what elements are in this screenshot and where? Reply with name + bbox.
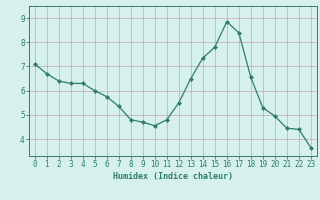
X-axis label: Humidex (Indice chaleur): Humidex (Indice chaleur) [113, 172, 233, 181]
